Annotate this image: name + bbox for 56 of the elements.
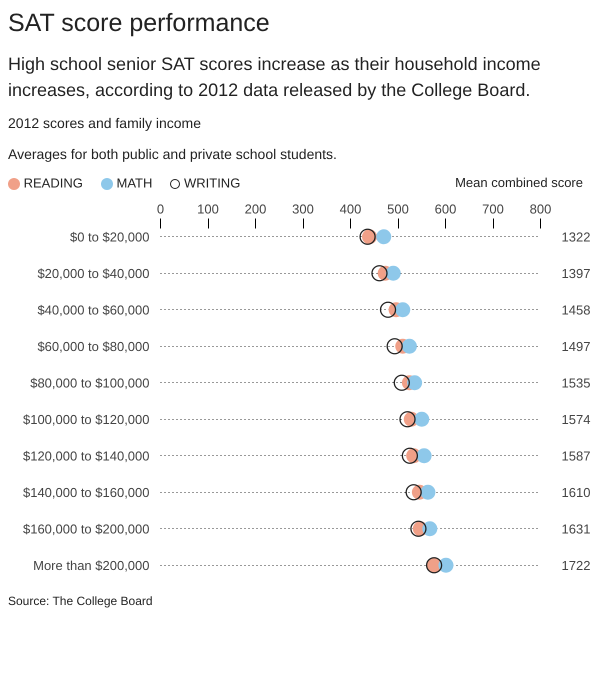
x-tick-label: 700 bbox=[482, 201, 504, 216]
text: Mean combined score bbox=[455, 175, 583, 190]
point bbox=[371, 264, 388, 282]
y-tick-label: $80,000 to $100,000 bbox=[30, 375, 150, 390]
point bbox=[422, 521, 438, 536]
text: 1397 bbox=[562, 266, 590, 281]
source-note: Source: The College Board bbox=[8, 592, 153, 610]
point bbox=[380, 301, 396, 318]
legend-label: READING bbox=[24, 175, 83, 190]
legend-label: WRITING bbox=[184, 175, 240, 190]
y-tick-label: $40,000 to $60,000 bbox=[37, 302, 150, 318]
legend-label: MATH bbox=[116, 175, 152, 190]
text: 1497 bbox=[562, 338, 590, 354]
point bbox=[416, 448, 432, 464]
x-tick-label: 100 bbox=[197, 201, 219, 216]
text: 1458 bbox=[562, 302, 590, 318]
point bbox=[420, 484, 436, 500]
x-tick-label: 600 bbox=[434, 201, 456, 216]
text: 1722 bbox=[562, 558, 590, 573]
point bbox=[395, 302, 410, 318]
y-tick-label: $60,000 to $80,000 bbox=[37, 338, 150, 354]
y-tick-label: More than $200,000 bbox=[33, 558, 150, 573]
text: 1535 bbox=[562, 375, 590, 390]
x-tick-label: 0 bbox=[156, 201, 164, 216]
point bbox=[386, 338, 403, 354]
point bbox=[402, 338, 417, 354]
y-tick-label: $160,000 to $200,000 bbox=[22, 521, 150, 536]
point bbox=[359, 228, 376, 245]
point bbox=[414, 412, 430, 427]
text: 1322 bbox=[562, 229, 590, 244]
x-tick-label: 800 bbox=[530, 201, 552, 216]
chart-title: SAT score performance bbox=[8, 8, 270, 39]
chart-subtitle: High school senior SAT scores increase as their household income increases, according to 2012 data released by the College Board. bbox=[8, 53, 542, 102]
point bbox=[438, 558, 454, 573]
point bbox=[376, 229, 392, 244]
y-tick-label: $0 to $20,000 bbox=[70, 229, 150, 244]
text: 1631 bbox=[562, 521, 590, 536]
text: 1610 bbox=[562, 484, 590, 500]
y-tick-label: $20,000 to $40,000 bbox=[37, 266, 150, 281]
point bbox=[407, 375, 422, 390]
x-tick-label: 400 bbox=[340, 201, 362, 216]
point bbox=[386, 266, 401, 281]
text: 1587 bbox=[562, 448, 590, 464]
text: 2012 scores and family income bbox=[8, 114, 201, 134]
point bbox=[402, 447, 418, 464]
y-tick-label: $120,000 to $140,000 bbox=[22, 448, 150, 464]
y-tick-label: $140,000 to $160,000 bbox=[22, 484, 150, 500]
x-tick-label: 200 bbox=[244, 201, 266, 216]
y-tick-label: $100,000 to $120,000 bbox=[22, 412, 150, 427]
point bbox=[406, 484, 422, 500]
point bbox=[394, 374, 410, 391]
x-tick-label: 300 bbox=[292, 201, 314, 216]
text: Averages for both public and private school students. bbox=[8, 144, 337, 164]
text: 1574 bbox=[562, 412, 590, 427]
x-tick-label: 500 bbox=[387, 201, 409, 216]
point bbox=[399, 410, 416, 428]
